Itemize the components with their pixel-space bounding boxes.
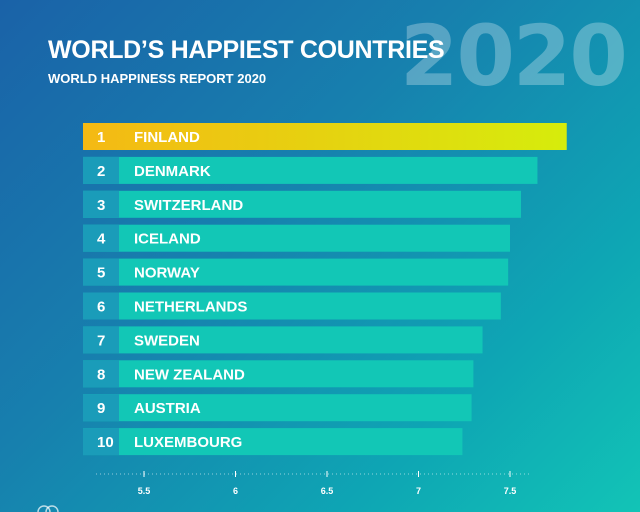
x-tick-label: 6.5 xyxy=(321,486,334,496)
country-label: FINLAND xyxy=(134,129,200,146)
rank-label: 7 xyxy=(97,332,105,349)
x-tick-label: 5.5 xyxy=(138,486,151,496)
country-label: AUSTRIA xyxy=(134,400,201,417)
country-label: NETHERLANDS xyxy=(134,299,247,316)
year-watermark: 2020 xyxy=(400,7,628,105)
country-label: SWEDEN xyxy=(134,332,200,349)
rank-cell xyxy=(83,224,119,252)
rank-cell xyxy=(83,360,119,388)
bar-austria xyxy=(83,394,472,422)
bar-denmark xyxy=(83,156,538,184)
rank-cell xyxy=(83,428,119,456)
chart-subtitle: WORLD HAPPINESS REPORT 2020 xyxy=(48,71,267,86)
rank-label: 1 xyxy=(97,129,105,146)
rank-label: 3 xyxy=(97,197,105,214)
bar-sweden xyxy=(83,326,483,354)
bar-switzerland xyxy=(83,190,521,218)
rank-cell xyxy=(83,258,119,286)
country-label: NEW ZEALAND xyxy=(134,366,245,383)
bar-finland xyxy=(83,123,567,150)
rank-cell xyxy=(83,190,119,218)
rank-label: 9 xyxy=(97,400,105,417)
country-label: NORWAY xyxy=(134,265,200,282)
bar-new-zealand xyxy=(83,360,474,388)
logo-icon xyxy=(37,505,59,512)
country-label: SWITZERLAND xyxy=(134,197,243,214)
x-tick-label: 7.5 xyxy=(504,486,517,496)
rank-cell xyxy=(83,292,119,320)
rank-label: 4 xyxy=(97,231,106,248)
rank-label: 8 xyxy=(97,366,105,383)
bar-norway xyxy=(83,258,509,286)
country-label: ICELAND xyxy=(134,231,201,248)
rank-label: 10 xyxy=(97,434,114,451)
rank-label: 5 xyxy=(97,265,105,282)
country-label: DENMARK xyxy=(134,163,211,180)
rank-label: 2 xyxy=(97,163,105,180)
rank-cell xyxy=(83,394,119,422)
bar-luxembourg xyxy=(83,428,463,456)
bar-netherlands xyxy=(83,292,501,320)
bar-iceland xyxy=(83,224,510,252)
x-tick-label: 6 xyxy=(233,486,238,496)
country-label: LUXEMBOURG xyxy=(134,434,242,451)
rank-cell xyxy=(83,156,119,184)
chart-title: WORLD’S HAPPIEST COUNTRIES xyxy=(48,36,445,64)
rank-cell xyxy=(83,326,119,354)
x-tick-label: 7 xyxy=(416,486,421,496)
rank-label: 6 xyxy=(97,299,105,316)
